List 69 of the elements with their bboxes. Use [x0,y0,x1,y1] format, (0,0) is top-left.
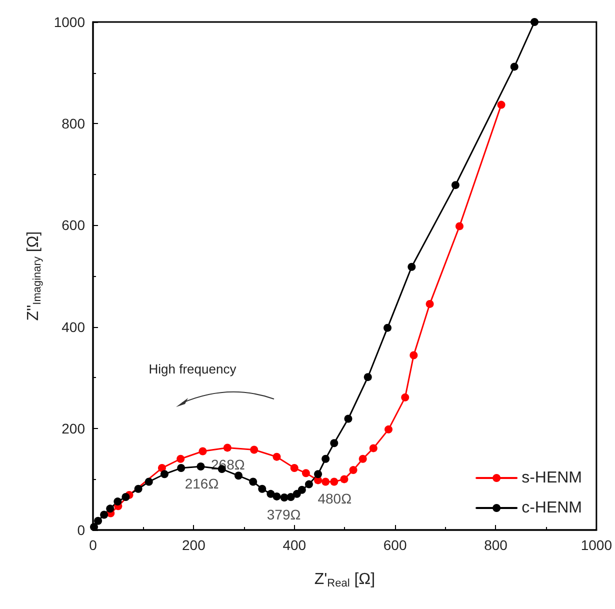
x-tick-label: 1000 [580,537,612,553]
x-tick-label: 600 [383,537,407,553]
point [322,478,330,486]
y-tick-label: 600 [62,217,86,234]
point [384,324,392,332]
point [250,446,258,454]
point [456,222,464,230]
point [369,444,378,452]
point [302,469,310,478]
point [408,262,416,271]
x-tick-label: 400 [282,537,306,553]
point [106,504,114,513]
point [114,498,122,506]
point [426,300,434,308]
point [196,462,205,470]
annotation: High frequency [148,362,237,377]
point [290,464,298,472]
point [198,447,207,456]
point [280,493,288,502]
point [176,454,185,463]
point [177,464,186,472]
point [100,510,108,519]
point [286,492,295,501]
point [384,425,393,434]
y-tick-label: 0 [77,522,86,538]
point [94,516,102,525]
y-axis-title: Z''Imaginary [Ω] [24,231,44,321]
point [530,18,539,26]
point [314,470,322,478]
point [410,351,418,360]
point [144,478,153,486]
point [258,484,266,493]
point [364,373,372,382]
point [497,100,506,109]
y-tick-label: 1000 [54,14,86,30]
point [122,492,130,501]
legend-label: c-HENM [522,500,582,516]
point [134,484,142,493]
point [160,470,168,478]
point [266,490,275,498]
y-tick-label: 200 [62,420,86,436]
point [349,466,358,474]
point [298,486,306,494]
point [223,444,232,452]
annotation: 480Ω [318,490,352,507]
point [272,452,281,461]
point [322,454,330,463]
point [451,181,460,190]
annotation: 379Ω [266,506,301,522]
y-tick-label: 800 [62,116,86,132]
point [330,478,338,486]
point [344,414,352,423]
point [304,480,313,488]
point [272,492,281,500]
point [340,475,348,484]
point [330,439,338,448]
point [292,490,301,498]
point [234,472,242,480]
point [358,454,367,463]
point [158,464,166,472]
point [401,393,410,402]
x-tick-label: 200 [182,537,206,553]
legend-label: s-HENM [522,470,582,486]
x-tick-label: 800 [484,537,508,553]
y-tick-label: 400 [62,318,86,335]
point [249,478,258,486]
annotation: 216Ω [184,476,219,492]
x-tick-label: 0 [89,537,98,553]
point [510,62,518,71]
